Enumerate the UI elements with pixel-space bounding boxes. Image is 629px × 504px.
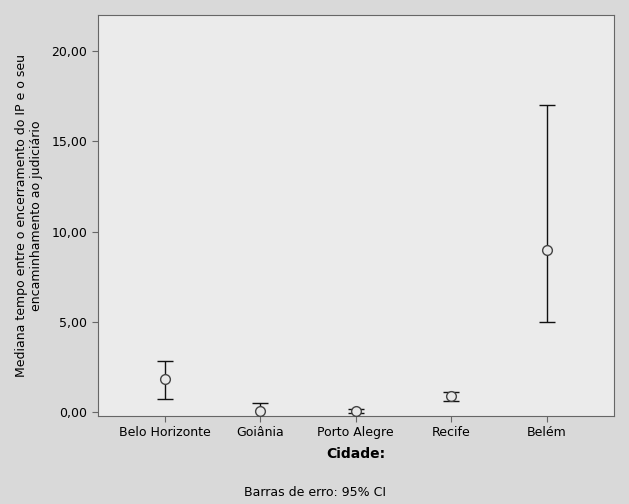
Text: Barras de erro: 95% CI: Barras de erro: 95% CI	[243, 486, 386, 499]
Y-axis label: Mediana tempo entre o encerramento do IP e o seu
encaminhamento ao judiciário: Mediana tempo entre o encerramento do IP…	[15, 54, 43, 377]
X-axis label: Cidade:: Cidade:	[326, 447, 386, 461]
